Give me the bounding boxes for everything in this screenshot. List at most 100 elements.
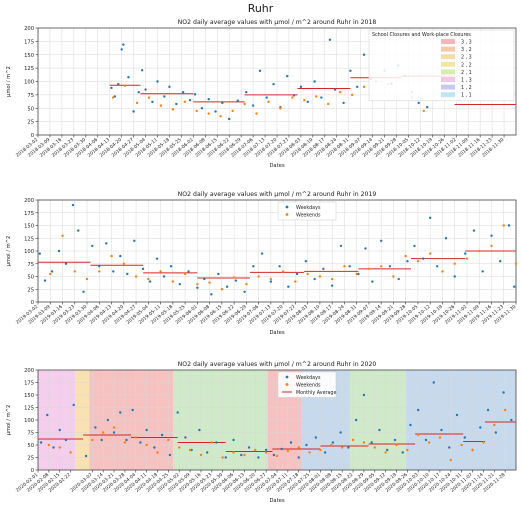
weekday-point [265,96,268,99]
weekday-point [417,408,420,412]
weekend-point [147,96,151,99]
weekend-point [123,84,127,87]
weekday-point [82,290,85,293]
weekday-point [215,441,218,444]
legend-swatch [441,69,455,75]
weekday-point [178,282,182,286]
weekday-point [401,451,404,454]
weekday-point [140,69,144,72]
weekend-point [422,109,426,113]
weekend-point [392,275,395,278]
weekend-point [343,265,346,268]
weekend-point [135,101,139,105]
weekend-point [196,282,199,286]
legend-label: 1 , 3 [461,78,472,84]
weekend-point [159,104,163,107]
weekend-point [362,85,366,89]
weekday-point [314,436,317,439]
weekday-point [196,286,199,289]
weekend-point [156,451,159,454]
weekday-point [184,436,187,439]
weekday-point [397,277,400,281]
weekday-point [232,438,235,442]
weekend-point [255,112,258,115]
weekend-point [367,267,371,271]
weekday-point [342,101,345,105]
weekend-point [110,254,113,258]
weekday-point [245,91,248,94]
weekday-point [306,100,309,104]
weekend-point [417,433,420,437]
legend-dot-marker [285,213,289,216]
y-tick-label: 75 [27,93,34,99]
weekday-point [299,85,303,89]
legend-label: 3 , 2 [461,47,472,53]
weekend-point [231,109,234,113]
weekday-point [499,260,502,263]
weekend-point [330,443,333,447]
weekday-point [357,272,360,276]
weekend-point [303,99,306,102]
weekday-point [349,69,352,73]
weekday-point [198,428,201,432]
weekend-point [503,408,507,412]
weekday-point [356,85,359,89]
weekday-point [320,96,323,99]
weekday-point [133,239,136,242]
weekend-point [171,108,175,111]
weekend-point [490,244,493,248]
weekend-point [460,443,463,447]
weekday-point [214,110,217,113]
weekday-point [64,438,68,442]
weekend-point [429,252,432,255]
weekday-point [243,290,246,293]
weekday-point [258,69,262,73]
weekend-point [269,277,273,281]
legend-label: Weekends [296,383,321,389]
weekday-point [429,216,432,220]
y-tick-label: 25 [27,120,34,126]
y-tick-label: 200 [24,368,34,374]
weekday-point [510,418,513,422]
weekday-point [260,252,264,255]
weekday-point [295,272,299,276]
weekday-point [155,257,159,260]
legend-label: 1 , 1 [461,93,472,99]
weekday-point [393,438,397,442]
weekend-point [183,100,187,104]
weekday-point [422,257,425,260]
weekday-point [145,428,148,432]
weekday-point [126,272,129,276]
weekday-point [52,446,55,449]
chart-title: NO2 daily average values with μmol / m^2… [178,19,377,26]
chart-panel-2: 02550751001251501752002019-03-022019-03-… [6,191,517,336]
weekend-point [159,270,162,273]
weekend-point [416,260,420,263]
weekend-point [221,456,224,459]
legend-label: 3 , 3 [461,40,472,46]
x-axis-label: Dates [269,498,284,504]
weekday-point [77,229,80,232]
y-tick-label: 0 [31,468,34,474]
weekend-point [279,107,282,110]
weekend-point [85,277,89,281]
weekday-point [168,453,172,457]
weekend-point [147,277,150,281]
weekday-point [39,441,43,444]
weekend-point [319,448,322,452]
y-tick-label: 150 [24,53,34,59]
weekend-point [482,441,485,444]
weekday-point [113,95,117,98]
legend: Weekdays Weekends [277,201,337,221]
weekend-point [232,451,235,454]
y-tick-label: 175 [24,211,34,217]
weekday-point [264,448,268,452]
weekend-point [502,224,505,227]
weekday-point [205,451,209,454]
y-tick-label: 150 [24,224,34,230]
y-tick-label: 175 [24,39,34,45]
weekday-point [236,99,239,102]
weekday-point [132,110,135,113]
